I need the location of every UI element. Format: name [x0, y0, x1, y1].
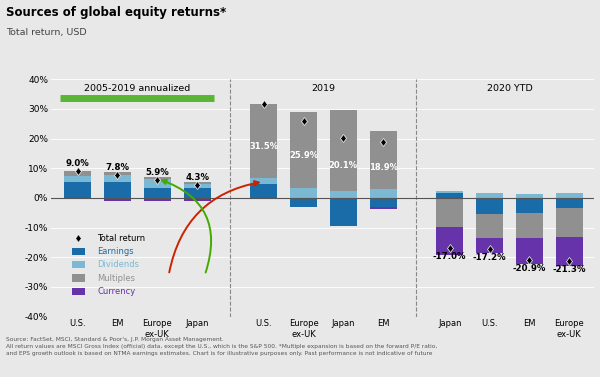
Bar	[476, 214, 503, 238]
Bar	[516, 195, 543, 198]
Bar	[104, 172, 131, 175]
Bar	[290, 198, 317, 207]
Text: 9.0%: 9.0%	[66, 159, 89, 168]
Bar	[250, 184, 277, 198]
Text: Currency: Currency	[97, 287, 136, 296]
Text: 2019: 2019	[311, 84, 335, 93]
Bar	[330, 198, 357, 226]
Bar	[290, 187, 317, 198]
Bar	[556, 193, 583, 198]
Bar	[250, 198, 277, 199]
Text: -20.9%: -20.9%	[513, 264, 546, 273]
Text: Total return, USD: Total return, USD	[6, 28, 86, 37]
Bar	[104, 198, 131, 201]
Text: 20.1%: 20.1%	[329, 161, 358, 170]
Bar	[516, 238, 543, 264]
Text: Dividends: Dividends	[97, 260, 139, 269]
Bar	[436, 227, 463, 255]
Bar	[516, 213, 543, 238]
Text: 25.9%: 25.9%	[289, 151, 318, 160]
Bar	[184, 182, 211, 184]
Bar	[476, 238, 503, 253]
Bar	[250, 104, 277, 178]
Bar	[556, 236, 583, 266]
Bar	[71, 274, 85, 282]
Text: 18.9%: 18.9%	[369, 162, 398, 172]
Bar	[250, 178, 277, 184]
Bar	[184, 198, 211, 201]
Bar	[370, 198, 397, 207]
Bar	[64, 182, 91, 198]
Text: -17.0%: -17.0%	[433, 252, 466, 261]
Bar	[71, 248, 85, 255]
Bar	[556, 198, 583, 208]
Bar	[436, 191, 463, 193]
Bar	[370, 131, 397, 189]
Bar	[516, 198, 543, 213]
Bar	[143, 198, 171, 201]
Text: Total return: Total return	[97, 233, 145, 242]
Bar	[104, 182, 131, 198]
Bar	[143, 177, 171, 179]
Bar	[64, 176, 91, 182]
Bar	[476, 198, 503, 214]
Bar	[370, 207, 397, 208]
Text: 7.8%: 7.8%	[106, 163, 130, 172]
Bar	[476, 193, 503, 198]
Text: 2020 YTD: 2020 YTD	[487, 84, 532, 93]
Text: -17.2%: -17.2%	[473, 253, 506, 262]
Text: Multiples: Multiples	[97, 274, 135, 283]
Bar	[184, 188, 211, 198]
Text: 5.9%: 5.9%	[145, 169, 169, 178]
Bar	[143, 187, 171, 198]
Bar	[556, 208, 583, 236]
Bar	[436, 193, 463, 198]
Bar	[64, 171, 91, 176]
Bar	[71, 288, 85, 295]
Text: 4.3%: 4.3%	[185, 173, 209, 182]
Bar	[330, 110, 357, 190]
Text: Source: FactSet, MSCI, Standard & Poor's, J.P. Morgan Asset Management.
All retu: Source: FactSet, MSCI, Standard & Poor's…	[6, 337, 437, 356]
Text: 2005-2019 annualized: 2005-2019 annualized	[84, 84, 191, 93]
Bar	[104, 175, 131, 182]
Bar	[330, 190, 357, 198]
Bar	[436, 198, 463, 227]
Bar	[290, 112, 317, 187]
Bar	[143, 179, 171, 187]
Text: Earnings: Earnings	[97, 247, 134, 256]
Bar	[71, 261, 85, 268]
Text: -21.3%: -21.3%	[553, 265, 586, 274]
Text: 31.5%: 31.5%	[249, 142, 278, 151]
Bar	[370, 189, 397, 198]
Text: Sources of global equity returns*: Sources of global equity returns*	[6, 6, 226, 18]
Bar	[184, 184, 211, 188]
